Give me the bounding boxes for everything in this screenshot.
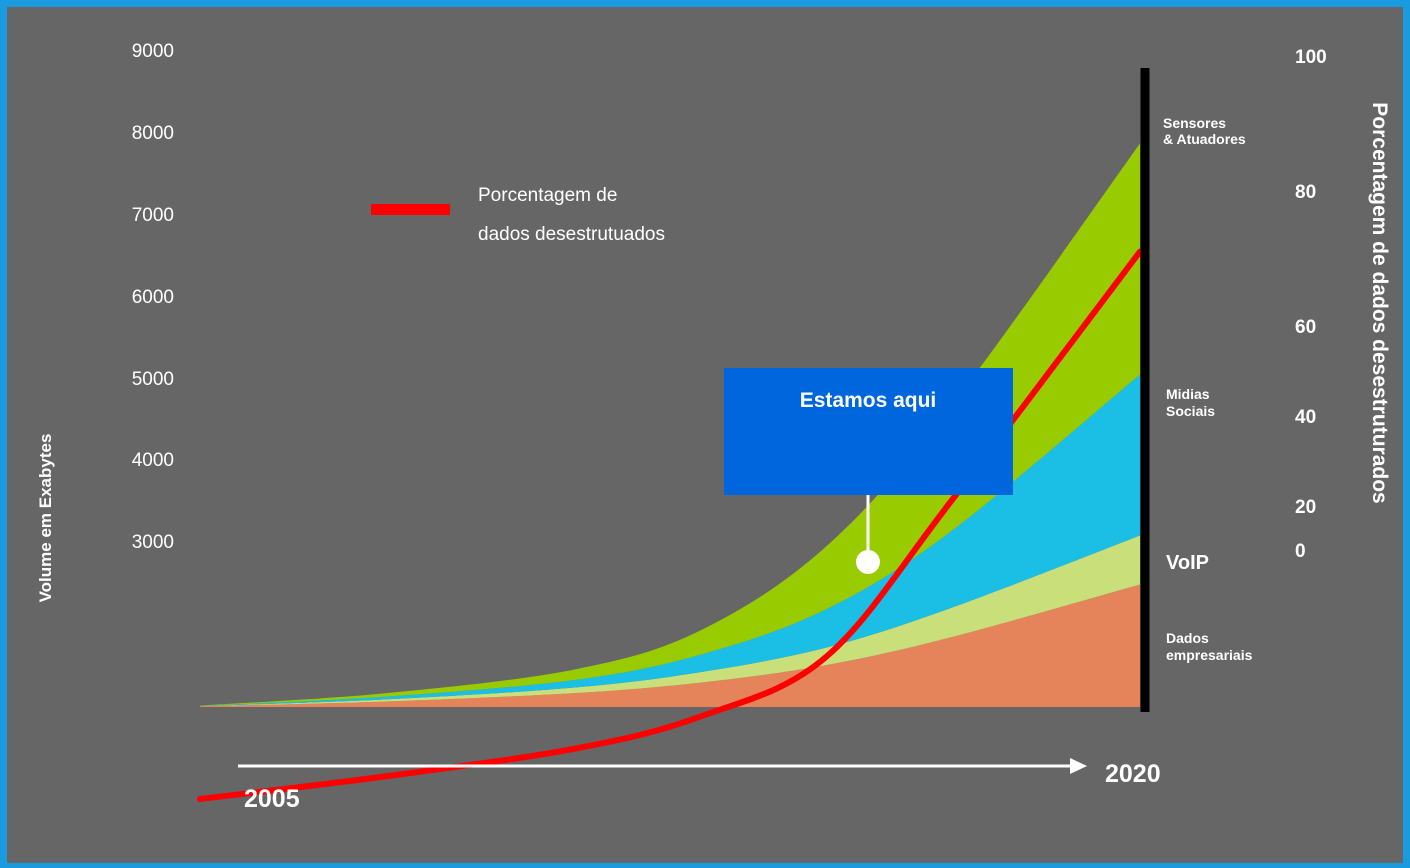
svg-text:empresariais: empresariais bbox=[1166, 647, 1253, 663]
y2-tick: 0 bbox=[1295, 541, 1306, 562]
svg-text:& Atuadores: & Atuadores bbox=[1163, 131, 1246, 147]
x-start-label: 2005 bbox=[244, 785, 300, 813]
band-label-voip: VoIP bbox=[1166, 552, 1209, 574]
area-series-2 bbox=[200, 374, 1140, 707]
legend-label-1: Porcentagem de bbox=[478, 185, 617, 206]
y2-tick: 60 bbox=[1295, 317, 1316, 338]
x-timeline: 2005 2020 bbox=[238, 758, 1161, 813]
y-tick: 4000 bbox=[132, 450, 174, 471]
callout-text: Estamos aqui bbox=[800, 389, 937, 412]
y-tick: 5000 bbox=[132, 369, 174, 390]
x-end-label: 2020 bbox=[1105, 760, 1161, 788]
callout-box bbox=[724, 368, 1013, 495]
y2-tick: 100 bbox=[1295, 47, 1327, 68]
legend-label-2: dados desestrutuados bbox=[478, 224, 665, 245]
y-axis-title: Volume em Exabytes bbox=[36, 434, 55, 603]
y-tick: 7000 bbox=[132, 205, 174, 226]
svg-text:Sociais: Sociais bbox=[1166, 403, 1215, 419]
y-tick: 8000 bbox=[132, 123, 174, 144]
callout: Estamos aqui bbox=[724, 368, 1013, 574]
y2-tick: 20 bbox=[1295, 497, 1316, 518]
y-tick: 3000 bbox=[132, 532, 174, 553]
band-label-dados: Dados empresariais bbox=[1166, 630, 1253, 663]
chart-frame bbox=[7, 7, 1403, 863]
svg-text:Dados: Dados bbox=[1166, 630, 1209, 646]
y-axis-ticks: 9000 8000 7000 6000 5000 4000 3000 bbox=[132, 41, 174, 553]
legend: Porcentagem de dados desestrutuados bbox=[371, 185, 665, 245]
callout-marker bbox=[856, 550, 880, 574]
band-label-sensores: Sensores & Atuadores bbox=[1163, 115, 1246, 147]
y2-tick: 80 bbox=[1295, 182, 1316, 203]
y-tick: 9000 bbox=[132, 41, 174, 62]
y-tick: 6000 bbox=[132, 287, 174, 308]
svg-text:Sensores: Sensores bbox=[1163, 115, 1226, 131]
svg-text:Midias: Midias bbox=[1166, 386, 1210, 402]
y2-axis-title: Porcentagem de dados desestruturados bbox=[1368, 102, 1391, 503]
arrow-head bbox=[1070, 758, 1087, 774]
y2-tick: 40 bbox=[1295, 407, 1316, 428]
y2-axis-ticks: 100 80 60 40 20 0 bbox=[1295, 47, 1327, 562]
area-series-0 bbox=[200, 584, 1140, 707]
area-series-1 bbox=[200, 535, 1140, 707]
legend-swatch bbox=[371, 204, 450, 215]
band-label-midias: Midias Sociais bbox=[1166, 386, 1215, 419]
